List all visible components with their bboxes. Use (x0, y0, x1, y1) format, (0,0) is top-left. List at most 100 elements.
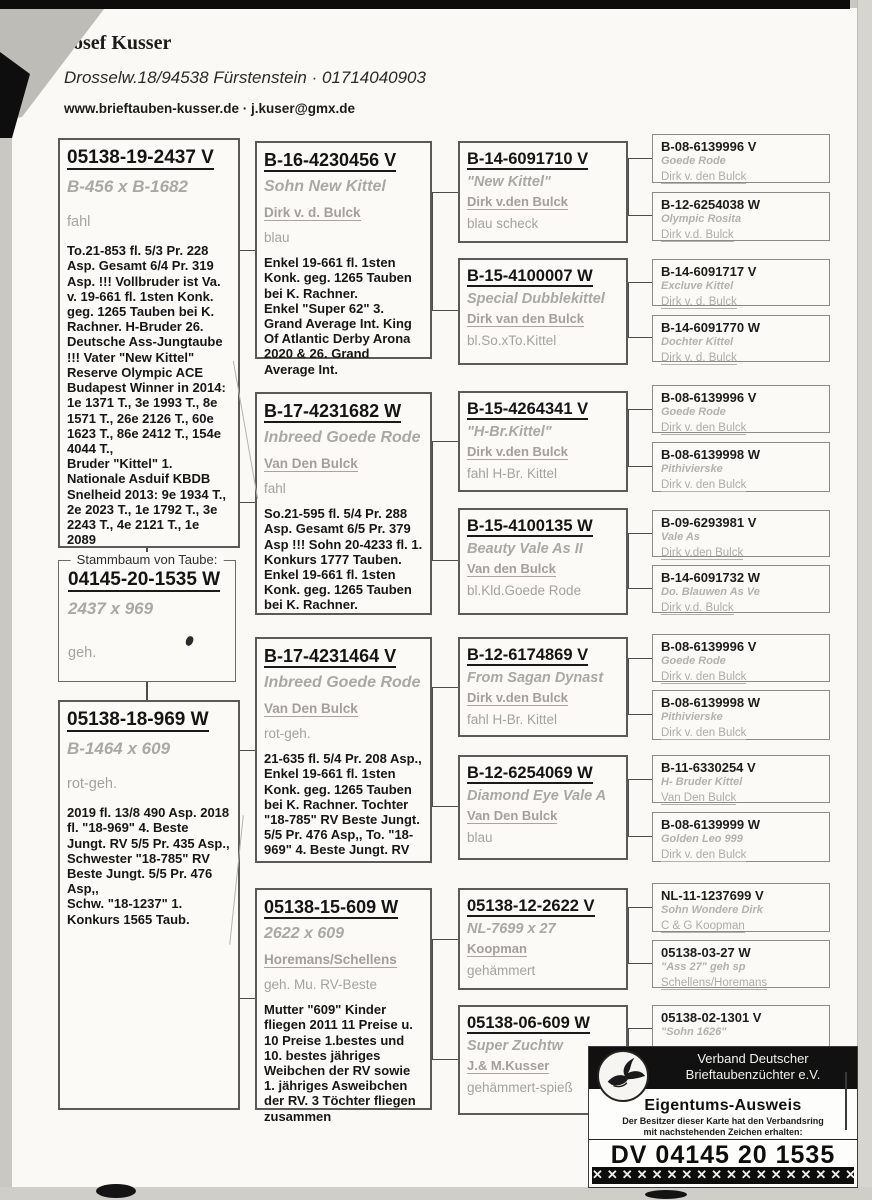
ring-number: B-08-6139999 W (661, 817, 760, 832)
color-description: rot-geh. (264, 726, 311, 742)
connector-line (146, 682, 148, 700)
connector-bracket (238, 750, 255, 999)
connector-bracket (432, 687, 458, 807)
color-description: blau (467, 830, 493, 846)
ring-number: B-12-6174869 V (467, 646, 589, 667)
pedigree-box: 05138-06-609 W Super Zuchtw J.& M.Kusser… (458, 1005, 628, 1115)
pedigree-box: B-08-6139996 V Goede Rode Dirk v. den Bu… (652, 385, 830, 435)
ornament-border: ✕✕✕✕✕✕✕✕✕✕✕✕✕✕✕✕✕✕✕✕✕✕ (592, 1167, 854, 1184)
ring-number: B-17-4231682 W (264, 401, 402, 424)
breeder-name: Dirk v. den Bulck (661, 171, 747, 184)
pedigree-box: B-12-6254038 W Olympic Rosita Dirk v.d. … (652, 192, 830, 242)
breeder-name: Dirk v.den Bulck (467, 444, 568, 461)
ring-number: B-08-6139996 V (661, 390, 757, 405)
stamp-subtext-line2: mit nachstehenden Zeichen erhalten: (643, 1127, 803, 1138)
color-description: gehämmert (467, 963, 536, 979)
pedigree-box: 05138-12-2622 V NL-7699 x 27 Koopman geh… (458, 888, 628, 990)
ring-number: B-16-4230456 V (264, 150, 397, 173)
color-description: blau (264, 230, 290, 246)
color-description: blau scheck (467, 216, 539, 232)
scan-edge-artifact (857, 0, 872, 1200)
breeder-name: Dirk v. den Bulck (661, 671, 747, 684)
breeder-name: C & G Koopman (661, 920, 745, 933)
pedigree-box: 05138-03-27 W "Ass 27" geh sp Schellens/… (652, 940, 830, 990)
bird-name: Excluve Kittel (661, 280, 734, 292)
breeder-address: Drosselw.18/94538 Fürstenstein · 0171404… (64, 68, 426, 87)
breeder-name: Koopman (467, 941, 527, 958)
pedigree-box: B-14-6091732 W Do. Blauwen As Ve Dirk v.… (652, 565, 830, 615)
breeder-name: Schellens/Horemans (661, 977, 768, 990)
achievements-text: So.21-595 fl. 5/4 Pr. 288 Asp. Gesamt 6/… (264, 506, 423, 613)
ring-number: 05138-02-1301 V (661, 1010, 762, 1025)
achievements-text: Enkel 19-661 fl. 1sten Konk. geg. 1265 T… (264, 255, 412, 377)
achievements-text: 2019 fl. 13/8 490 Asp. 2018 fl. "18-969"… (67, 805, 230, 927)
connector-bracket (628, 779, 652, 837)
connector-bracket (628, 533, 652, 589)
breeder-name: Van Den Bulck (661, 792, 737, 805)
breeder-name: Dirk v.den Bulck (661, 547, 744, 560)
pedigree-box: 05138-02-1301 V "Sohn 1626" (652, 1005, 830, 1053)
color-description: bl.Kld.Goede Rode (467, 583, 582, 599)
bird-name: 2437 x 969 (68, 599, 154, 619)
bird-name: Do. Blauwen As Ve (661, 586, 760, 598)
ring-number: B-08-6139998 W (661, 447, 760, 462)
connector-bracket (628, 907, 652, 964)
ring-number: 05138-19-2437 V (67, 147, 214, 171)
connector-bracket (238, 250, 255, 503)
stamp-ring-number: DV 04145 20 1535 (589, 1139, 857, 1170)
pen-mark (845, 1072, 847, 1130)
color-description: geh. (68, 645, 97, 662)
connector-bracket (628, 158, 652, 216)
stamp-subtext-line1: Der Besitzer dieser Karte hat den Verban… (622, 1116, 824, 1126)
pedigree-box: B-15-4100135 W Beauty Vale As II Van den… (458, 508, 628, 615)
breeder-name: Van Den Bulck (264, 701, 358, 718)
color-description: gehämmert-spieß (467, 1080, 573, 1096)
bird-name: From Sagan Dynast (467, 670, 604, 687)
breeder-name: Dirk v. d. Bulck (264, 205, 361, 222)
bird-name: B-456 x B-1682 (67, 177, 188, 197)
pedigree-box-father: 05138-19-2437 V B-456 x B-1682 fahl To.2… (58, 138, 240, 548)
bird-name: H- Bruder Kittel (661, 776, 743, 788)
pedigree-box: B-15-4264341 V "H-Br.Kittel" Dirk v.den … (458, 391, 628, 492)
ring-number: 05138-15-609 W (264, 897, 399, 920)
pedigree-box: B-11-6330254 V H- Bruder Kittel Van Den … (652, 755, 830, 805)
bird-name: Inbreed Goede Rode (264, 674, 421, 692)
breeder-name: Dirk v. den Bulck (661, 479, 747, 492)
achievements-text: 21-635 fl. 5/4 Pr. 208 Asp., Enkel 19-66… (264, 751, 422, 858)
connector-bracket (432, 939, 458, 1060)
pedigree-box: B-14-6091717 V Excluve Kittel Dirk v. d.… (652, 259, 830, 309)
breeder-name: Van Den Bulck (467, 808, 558, 825)
breeder-name: Dirk v. d. Bulck (661, 296, 737, 309)
color-description: geh. Mu. RV-Beste (264, 977, 378, 993)
connector-bracket (628, 658, 652, 715)
breeder-name: Dirk v. d. Bulck (661, 352, 737, 365)
bird-name: Beauty Vale As II (467, 541, 583, 558)
ring-number: 05138-12-2622 V (467, 897, 595, 918)
pedigree-box: B-14-6091710 V "New Kittel" Dirk v.den B… (458, 141, 628, 243)
ring-number: B-12-6254069 W (467, 764, 593, 785)
ring-number: B-15-4264341 V (467, 400, 589, 421)
stamp-subtext: Der Besitzer dieser Karte hat den Verban… (589, 1116, 857, 1139)
bird-name: Goede Rode (661, 406, 726, 418)
ring-number: B-14-6091717 V (661, 264, 757, 279)
bird-name: Sohn Wondere Dirk (661, 904, 763, 916)
pedigree-box: B-08-6139996 V Goede Rode Dirk v. den Bu… (652, 634, 830, 684)
bird-name: B-1464 x 609 (67, 739, 171, 759)
breeder-name: Dirk v.d. Bulck (661, 602, 734, 615)
scan-edge-artifact (0, 0, 850, 9)
ring-number: B-15-4100135 W (467, 517, 593, 538)
ring-number: NL-11-1237699 V (661, 888, 764, 903)
color-description: fahl H-Br. Kittel (467, 712, 558, 728)
bird-name: "Ass 27" geh sp (661, 961, 746, 973)
breeder-name: Horemans/Schellens (264, 952, 397, 969)
ring-number: B-15-4100007 W (467, 267, 593, 288)
connector-bracket (628, 409, 652, 467)
bird-name: Dochter Kittel (661, 336, 734, 348)
breeder-name: Dirk v. den Bulck (661, 849, 747, 862)
ring-number: B-09-6293981 V (661, 515, 757, 530)
bird-name: Pithivierske (661, 711, 723, 723)
connector-bracket (432, 192, 458, 311)
achievements-text: To.21-853 fl. 5/3 Pr. 228 Asp. Gesamt 6/… (67, 243, 226, 548)
ring-number: B-08-6139998 W (661, 695, 760, 710)
